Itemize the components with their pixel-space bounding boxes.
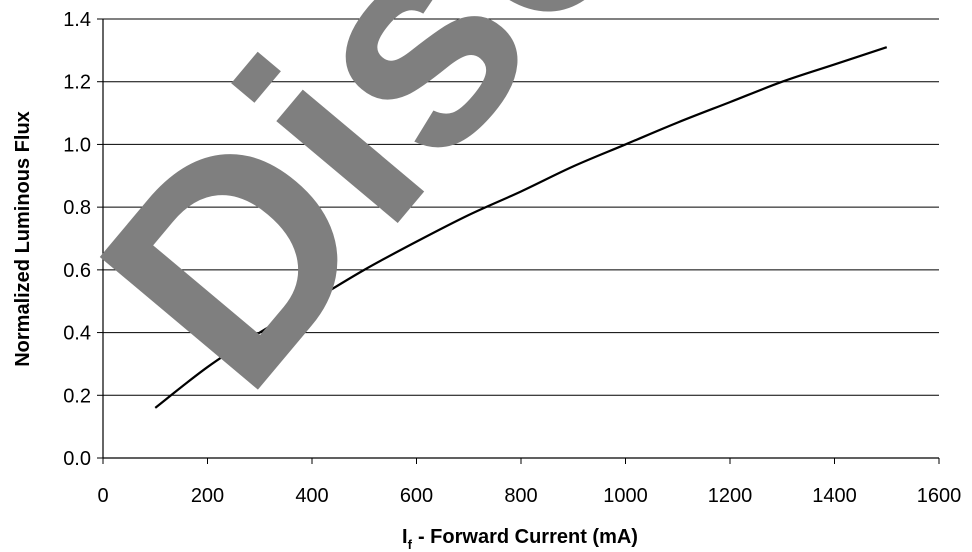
y-axis-title: Normalized Luminous Flux [12, 111, 34, 367]
series-line-0 [154, 46, 888, 409]
x-tick-label-0: 0 [97, 485, 108, 507]
x-tick-label-4: 800 [504, 485, 537, 507]
watermark-text: Discontinued [37, 0, 972, 446]
x-tick-label-7: 1400 [812, 485, 857, 507]
x-tick-label-8: 1600 [917, 485, 962, 507]
series-layer [154, 46, 888, 409]
x-tick-label-5: 1000 [603, 485, 648, 507]
x-tick-label-6: 1200 [708, 485, 753, 507]
grid-lines [103, 18, 939, 396]
y-tick-label-5: 1.0 [63, 134, 91, 156]
axes [97, 18, 940, 464]
y-tick-label-2: 0.4 [63, 323, 91, 345]
x-tick-label-2: 400 [295, 485, 328, 507]
x-axis-label-text: - Forward Current (mA) [418, 526, 638, 548]
x-tick-label-1: 200 [191, 485, 224, 507]
x-axis-title: If - Forward Current (mA) [402, 526, 638, 552]
x-axis-symbol: I [402, 526, 408, 548]
y-tick-label-4: 0.8 [63, 197, 91, 219]
x-axis-subscript: f [408, 537, 413, 552]
watermark: Discontinued [37, 0, 972, 446]
y-tick-label-6: 1.2 [63, 72, 91, 94]
y-tick-label-1: 0.2 [63, 385, 91, 407]
tick-labels: 0.0 0.2 0.4 0.6 0.8 1.0 1.2 1.4 0 200 400 600 800 100… [63, 9, 961, 507]
x-tick-label-3: 600 [400, 485, 433, 507]
y-tick-label-0: 0.0 [63, 448, 91, 470]
y-tick-label-7: 1.4 [63, 9, 91, 31]
y-tick-label-3: 0.6 [63, 260, 91, 282]
